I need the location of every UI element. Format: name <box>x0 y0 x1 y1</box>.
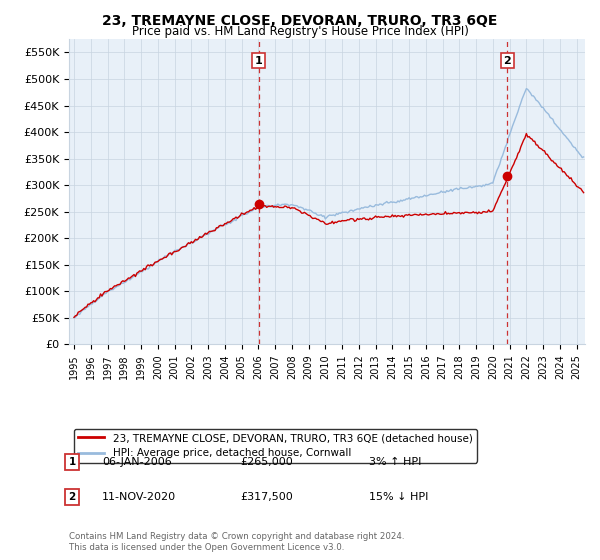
Text: 15% ↓ HPI: 15% ↓ HPI <box>369 492 428 502</box>
Text: 23, TREMAYNE CLOSE, DEVORAN, TRURO, TR3 6QE: 23, TREMAYNE CLOSE, DEVORAN, TRURO, TR3 … <box>103 14 497 28</box>
Legend: 23, TREMAYNE CLOSE, DEVORAN, TRURO, TR3 6QE (detached house), HPI: Average price: 23, TREMAYNE CLOSE, DEVORAN, TRURO, TR3 … <box>74 429 477 463</box>
Text: Contains HM Land Registry data © Crown copyright and database right 2024.
This d: Contains HM Land Registry data © Crown c… <box>69 532 404 552</box>
Text: £317,500: £317,500 <box>240 492 293 502</box>
Text: 06-JAN-2006: 06-JAN-2006 <box>102 457 172 467</box>
Text: 2: 2 <box>68 492 76 502</box>
Text: 1: 1 <box>68 457 76 467</box>
Text: 3% ↑ HPI: 3% ↑ HPI <box>369 457 421 467</box>
Text: 11-NOV-2020: 11-NOV-2020 <box>102 492 176 502</box>
Text: 1: 1 <box>255 55 263 66</box>
Text: 2: 2 <box>503 55 511 66</box>
Text: £265,000: £265,000 <box>240 457 293 467</box>
Text: Price paid vs. HM Land Registry's House Price Index (HPI): Price paid vs. HM Land Registry's House … <box>131 25 469 38</box>
